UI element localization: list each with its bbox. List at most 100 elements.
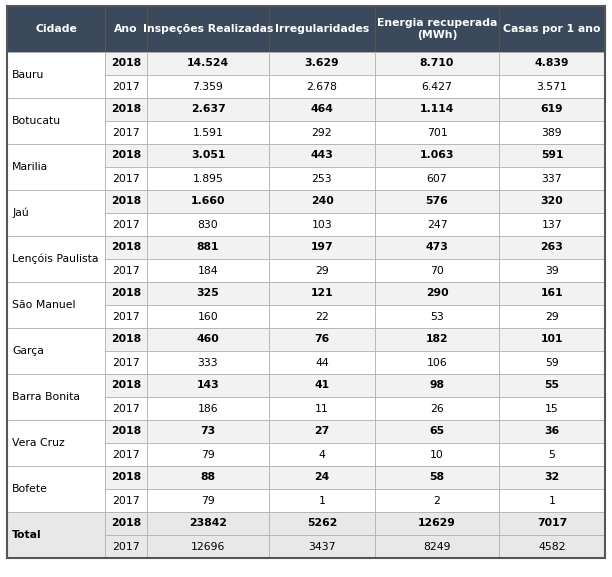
Bar bbox=[499, 535, 605, 558]
Bar bbox=[269, 98, 375, 121]
Text: 2017: 2017 bbox=[112, 174, 140, 183]
Bar bbox=[105, 489, 147, 512]
Bar bbox=[105, 397, 147, 420]
Text: 44: 44 bbox=[315, 358, 329, 368]
Bar bbox=[7, 52, 105, 98]
Bar bbox=[375, 121, 499, 144]
Bar bbox=[7, 6, 105, 52]
Bar bbox=[375, 512, 499, 535]
Text: 3.051: 3.051 bbox=[191, 151, 225, 160]
Bar bbox=[499, 6, 605, 52]
Text: 184: 184 bbox=[198, 265, 218, 275]
Bar bbox=[147, 489, 269, 512]
Bar bbox=[147, 535, 269, 558]
Text: 2017: 2017 bbox=[112, 219, 140, 230]
Bar bbox=[105, 443, 147, 466]
Text: 325: 325 bbox=[196, 288, 219, 298]
Bar bbox=[269, 443, 375, 466]
Bar bbox=[375, 535, 499, 558]
Bar bbox=[499, 443, 605, 466]
Text: 2018: 2018 bbox=[111, 335, 141, 344]
Bar bbox=[269, 259, 375, 282]
Text: 5262: 5262 bbox=[307, 519, 337, 529]
Text: 23842: 23842 bbox=[189, 519, 227, 529]
Bar bbox=[7, 236, 105, 282]
Bar bbox=[269, 420, 375, 443]
Bar bbox=[147, 75, 269, 98]
Bar bbox=[375, 144, 499, 167]
Text: 3437: 3437 bbox=[308, 541, 336, 552]
Text: 4: 4 bbox=[319, 449, 326, 459]
Bar bbox=[105, 466, 147, 489]
Text: Ano: Ano bbox=[114, 24, 138, 34]
Text: 1: 1 bbox=[319, 496, 326, 505]
Text: 182: 182 bbox=[426, 335, 449, 344]
Bar bbox=[105, 236, 147, 259]
Text: 106: 106 bbox=[427, 358, 447, 368]
Bar bbox=[7, 420, 105, 466]
Bar bbox=[7, 190, 105, 236]
Bar bbox=[499, 305, 605, 328]
Text: Vera Cruz: Vera Cruz bbox=[12, 438, 65, 448]
Bar bbox=[499, 52, 605, 75]
Text: São Manuel: São Manuel bbox=[12, 300, 75, 310]
Bar bbox=[269, 512, 375, 535]
Text: 121: 121 bbox=[311, 288, 334, 298]
Bar bbox=[269, 6, 375, 52]
Bar bbox=[375, 52, 499, 75]
Text: 1.063: 1.063 bbox=[420, 151, 454, 160]
Bar bbox=[105, 374, 147, 397]
Bar bbox=[147, 98, 269, 121]
Bar bbox=[375, 489, 499, 512]
Bar bbox=[269, 328, 375, 351]
Text: 3.629: 3.629 bbox=[305, 58, 339, 69]
Bar bbox=[499, 190, 605, 213]
Text: 41: 41 bbox=[315, 380, 330, 391]
Bar bbox=[269, 144, 375, 167]
Bar bbox=[147, 144, 269, 167]
Bar bbox=[269, 213, 375, 236]
Bar bbox=[375, 443, 499, 466]
Text: Energia recuperada
(MWh): Energia recuperada (MWh) bbox=[377, 18, 497, 40]
Text: 29: 29 bbox=[315, 265, 329, 275]
Text: 591: 591 bbox=[541, 151, 563, 160]
Text: 1: 1 bbox=[548, 496, 556, 505]
Text: 881: 881 bbox=[196, 242, 219, 253]
Text: 2017: 2017 bbox=[112, 358, 140, 368]
Text: 2018: 2018 bbox=[111, 473, 141, 482]
Text: 10: 10 bbox=[430, 449, 444, 459]
Bar bbox=[375, 167, 499, 190]
Bar bbox=[7, 466, 105, 512]
Bar bbox=[147, 351, 269, 374]
Bar bbox=[105, 512, 147, 535]
Text: 70: 70 bbox=[430, 265, 444, 275]
Bar bbox=[269, 489, 375, 512]
Bar bbox=[269, 190, 375, 213]
Bar bbox=[147, 443, 269, 466]
Bar bbox=[375, 420, 499, 443]
Text: 59: 59 bbox=[545, 358, 559, 368]
Bar bbox=[105, 75, 147, 98]
Bar bbox=[269, 236, 375, 259]
Text: 14.524: 14.524 bbox=[187, 58, 229, 69]
Bar bbox=[105, 213, 147, 236]
Text: 320: 320 bbox=[540, 197, 564, 207]
Bar bbox=[147, 328, 269, 351]
Text: 137: 137 bbox=[542, 219, 562, 230]
Text: 88: 88 bbox=[201, 473, 215, 482]
Text: 2017: 2017 bbox=[112, 496, 140, 505]
Bar bbox=[499, 167, 605, 190]
Text: 76: 76 bbox=[315, 335, 330, 344]
Text: 290: 290 bbox=[426, 288, 449, 298]
Bar bbox=[375, 397, 499, 420]
Text: Jaú: Jaú bbox=[12, 208, 29, 218]
Bar bbox=[147, 6, 269, 52]
Text: 1.114: 1.114 bbox=[420, 104, 454, 114]
Text: Inspeções Realizadas: Inspeções Realizadas bbox=[143, 24, 273, 34]
Bar bbox=[499, 75, 605, 98]
Text: 197: 197 bbox=[311, 242, 334, 253]
Bar bbox=[147, 167, 269, 190]
Bar bbox=[105, 328, 147, 351]
Bar bbox=[7, 282, 105, 328]
Bar bbox=[269, 397, 375, 420]
